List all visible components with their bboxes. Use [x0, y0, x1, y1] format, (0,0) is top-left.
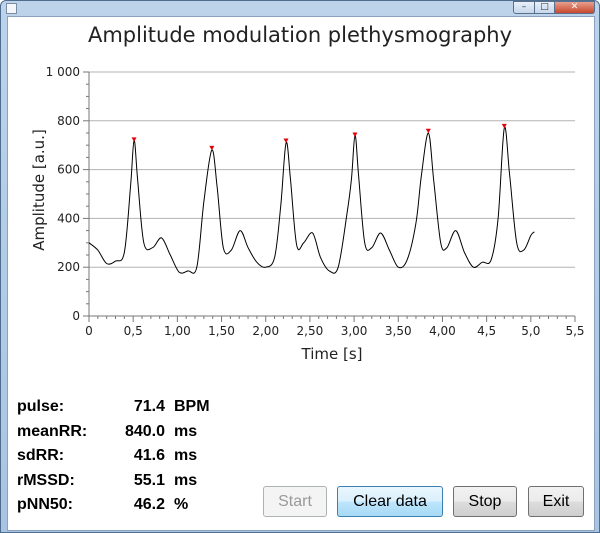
exit-button[interactable]: Exit — [528, 486, 584, 517]
maximize-button[interactable]: □ — [535, 1, 555, 14]
stat-label: pulse: — [17, 398, 65, 415]
x-tick-label: 4,00 — [429, 324, 456, 338]
close-icon: ✕ — [570, 2, 579, 12]
x-axis-label: Time [s] — [301, 345, 363, 363]
peak-marker — [283, 138, 289, 144]
close-button[interactable]: ✕ — [555, 1, 595, 14]
x-tick-label: 5,5 — [565, 324, 584, 338]
y-tick-label: 0 — [72, 309, 80, 323]
x-tick-labels: 0 0,5 1,00 1,50 2,00 2,50 3,00 3,50 4,00 4,5 5,0 5,… — [85, 324, 584, 338]
stat-value: 41.6 — [133, 447, 165, 464]
stat-value: 46.2 — [133, 496, 165, 513]
x-tick-label: 1,00 — [164, 324, 191, 338]
stat-value: 55.1 — [133, 471, 165, 489]
stop-button[interactable]: Stop — [453, 486, 517, 517]
stat-unit: ms — [174, 422, 198, 440]
title-bar[interactable]: – □ ✕ — [1, 1, 599, 15]
stat-label: pNN50: — [17, 496, 74, 513]
y-tick-label: 400 — [57, 211, 80, 225]
x-tick-label: 3,00 — [341, 324, 368, 338]
y-tick-label: 600 — [57, 163, 80, 177]
minimize-icon: – — [521, 2, 527, 12]
window-controls: – □ ✕ — [513, 1, 595, 14]
x-tick-label: 3,50 — [385, 324, 412, 338]
x-tick-label: 1,50 — [208, 324, 235, 338]
start-button[interactable]: Start — [263, 486, 327, 517]
y-tick-label: 800 — [57, 114, 80, 128]
stat-unit: ms — [174, 447, 198, 464]
maximize-icon: □ — [540, 2, 549, 12]
y-tick-label: 200 — [57, 260, 80, 274]
app-icon[interactable] — [6, 3, 17, 14]
y-tick-labels: 0 200 400 600 800 1 000 — [46, 65, 80, 323]
stat-value: 71.4 — [133, 398, 165, 415]
axes — [83, 71, 576, 322]
stat-label: rMSSD: — [17, 471, 75, 489]
x-tick-label: 4,5 — [477, 324, 496, 338]
client-area — [7, 16, 595, 531]
stat-label: sdRR: — [17, 447, 65, 464]
peak-marker — [501, 123, 507, 129]
y-tick-label: 1 000 — [46, 65, 80, 79]
peak-marker — [209, 145, 215, 151]
chart-title: Amplitude modulation plethysmography — [87, 23, 513, 47]
stat-value: 840.0 — [124, 422, 165, 440]
peak-markers — [131, 123, 507, 151]
x-tick-label: 0 — [85, 324, 93, 338]
stat-label: meanRR: — [17, 422, 88, 440]
peak-marker — [352, 132, 358, 137]
x-tick-label: 0,5 — [124, 324, 143, 338]
stat-unit: ms — [174, 471, 198, 489]
x-tick-label: 2,50 — [297, 324, 324, 338]
signal-line — [88, 126, 535, 274]
x-tick-label: 2,00 — [252, 324, 279, 338]
y-axis-label: Amplitude [a.u.] — [30, 129, 48, 251]
stat-unit: % — [174, 496, 189, 513]
x-tick-label: 5,0 — [521, 324, 540, 338]
grid-lines — [89, 71, 575, 268]
clear-data-button[interactable]: Clear data — [337, 486, 443, 517]
plethysmography-chart: 0 200 400 600 800 1 000 0 0,5 1,00 1,50 2,00 2,50 3… — [30, 65, 585, 363]
peak-marker — [425, 128, 431, 134]
minimize-button[interactable]: – — [513, 1, 535, 14]
peak-marker — [131, 137, 137, 142]
stat-unit: BPM — [174, 398, 210, 415]
